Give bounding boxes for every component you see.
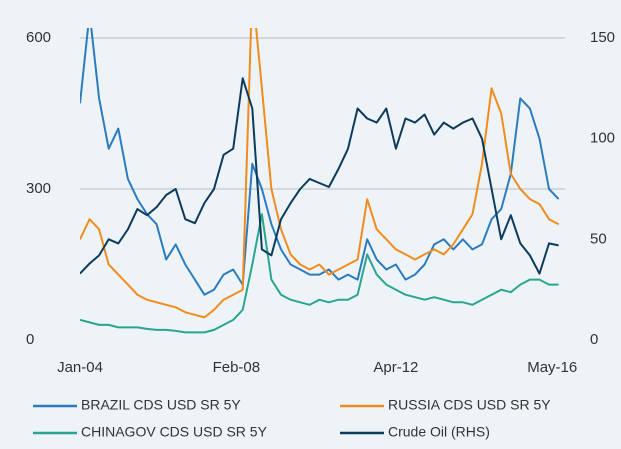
series-line — [80, 28, 560, 319]
grid — [80, 37, 565, 190]
legend-label: BRAZIL CDS USD SR 5Y — [81, 397, 241, 413]
x-tick-label: Feb-08 — [213, 359, 261, 376]
plot-area — [80, 28, 560, 334]
x-tick-label: Apr-12 — [373, 359, 418, 376]
legend-label: CHINAGOV CDS USD SR 5Y — [81, 424, 268, 440]
legend-label: RUSSIA CDS USD SR 5Y — [388, 397, 551, 413]
y-tick-label: 300 — [26, 180, 51, 197]
legend-label: Crude Oil (RHS) — [388, 424, 490, 440]
y-tick-label: 0 — [26, 331, 34, 348]
labels: 0 300 600 0 50 100 150 Jan-04 Feb-08 Apr-12 May-16… — [26, 29, 615, 440]
series-line — [80, 28, 560, 296]
y2-tick-label: 0 — [590, 331, 598, 348]
series-line — [80, 213, 559, 334]
x-tick-label: Jan-04 — [57, 359, 103, 376]
y-tick-label: 600 — [26, 29, 51, 46]
y2-tick-label: 50 — [590, 230, 607, 247]
y2-tick-label: 100 — [590, 130, 615, 147]
y2-tick-label: 150 — [590, 29, 615, 46]
series-line — [80, 77, 559, 275]
x-tick-label: May-16 — [527, 359, 577, 376]
